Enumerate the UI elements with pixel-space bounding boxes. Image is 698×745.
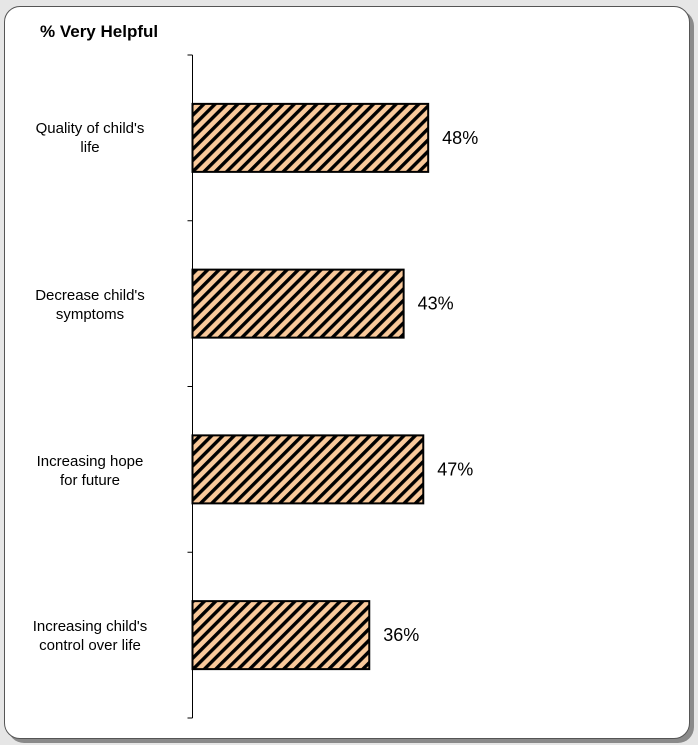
data-label: 36% <box>383 625 419 645</box>
category-label-line: control over life <box>39 637 141 654</box>
bars: 48% 43% 47% 36% <box>191 102 478 671</box>
data-label: 43% <box>418 294 454 314</box>
bar <box>191 434 425 505</box>
chart-title: % Very Helpful <box>40 22 159 41</box>
bar <box>191 268 405 339</box>
category-label-line: Quality of child's <box>35 120 145 137</box>
bar <box>191 600 371 671</box>
category-label-line: Increasing child's <box>32 618 148 635</box>
data-label: 47% <box>437 459 473 479</box>
data-label: 48% <box>442 128 478 148</box>
category-label-quality: Quality of child's life <box>10 119 170 157</box>
category-label-symptoms: Decrease child's symptoms <box>10 286 170 324</box>
category-label-line: Increasing hope <box>36 453 144 470</box>
category-label-hope: Increasing hope for future <box>10 452 170 490</box>
category-label-control: Increasing child's control over life <box>10 617 170 655</box>
bar <box>191 102 430 173</box>
category-label-line: life <box>80 139 100 156</box>
category-label-line: Decrease child's <box>35 287 145 304</box>
category-label-line: for future <box>59 472 121 489</box>
category-label-line: symptoms <box>55 306 125 323</box>
